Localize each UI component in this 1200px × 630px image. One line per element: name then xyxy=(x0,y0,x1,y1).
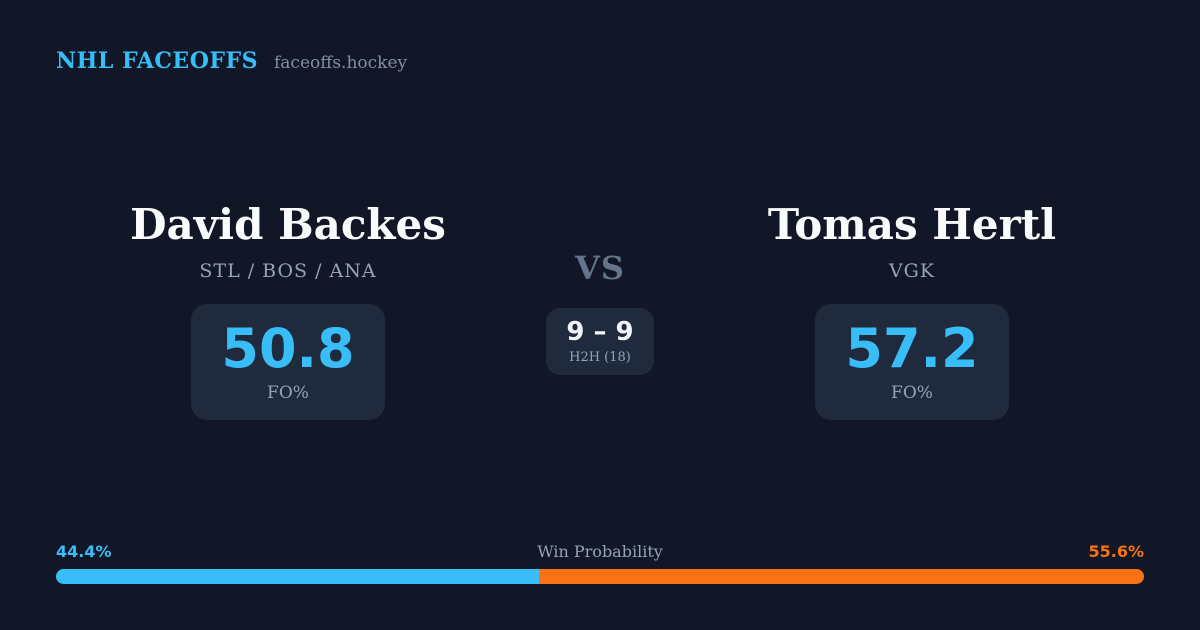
brand-title: NHL FACEOFFS xyxy=(56,48,258,74)
player-right-fo-pct: 57.2 xyxy=(845,317,979,380)
player-right-name: Tomas Hertl xyxy=(767,200,1057,249)
player-left-fo-pct: 50.8 xyxy=(221,317,355,380)
player-left-name: David Backes xyxy=(130,200,446,249)
win-probability-labels: 44.4% Win Probability 55.6% xyxy=(56,542,1144,562)
h2h-score: 9 – 9 xyxy=(566,317,634,347)
player-left-stat-label: FO% xyxy=(267,383,309,403)
player-right-stat-label: FO% xyxy=(891,383,933,403)
win-probability-right-pct: 55.6% xyxy=(1088,542,1144,561)
versus-column: VS 9 – 9 H2H (18) xyxy=(500,250,700,375)
player-right-stat-card: 57.2 FO% xyxy=(815,304,1009,420)
player-left-stat-card: 50.8 FO% xyxy=(191,304,385,420)
h2h-card: 9 – 9 H2H (18) xyxy=(546,308,654,375)
site-url: faceoffs.hockey xyxy=(274,53,408,73)
header: NHL FACEOFFS faceoffs.hockey xyxy=(56,48,407,74)
win-probability-bar-left-segment xyxy=(56,569,540,584)
player-right-teams: VGK xyxy=(888,260,936,282)
win-probability-left-pct: 44.4% xyxy=(56,542,112,561)
player-left-column: David Backes STL / BOS / ANA 50.8 FO% xyxy=(88,203,488,420)
win-probability-bar-right-segment xyxy=(539,569,1144,584)
player-right-column: Tomas Hertl VGK 57.2 FO% xyxy=(712,203,1112,420)
h2h-label: H2H (18) xyxy=(569,350,631,365)
win-probability-bar xyxy=(56,569,1144,584)
vs-label: VS xyxy=(575,249,625,287)
win-probability-title: Win Probability xyxy=(537,542,663,561)
player-left-teams: STL / BOS / ANA xyxy=(199,260,377,282)
win-probability-section: 44.4% Win Probability 55.6% xyxy=(56,542,1144,584)
